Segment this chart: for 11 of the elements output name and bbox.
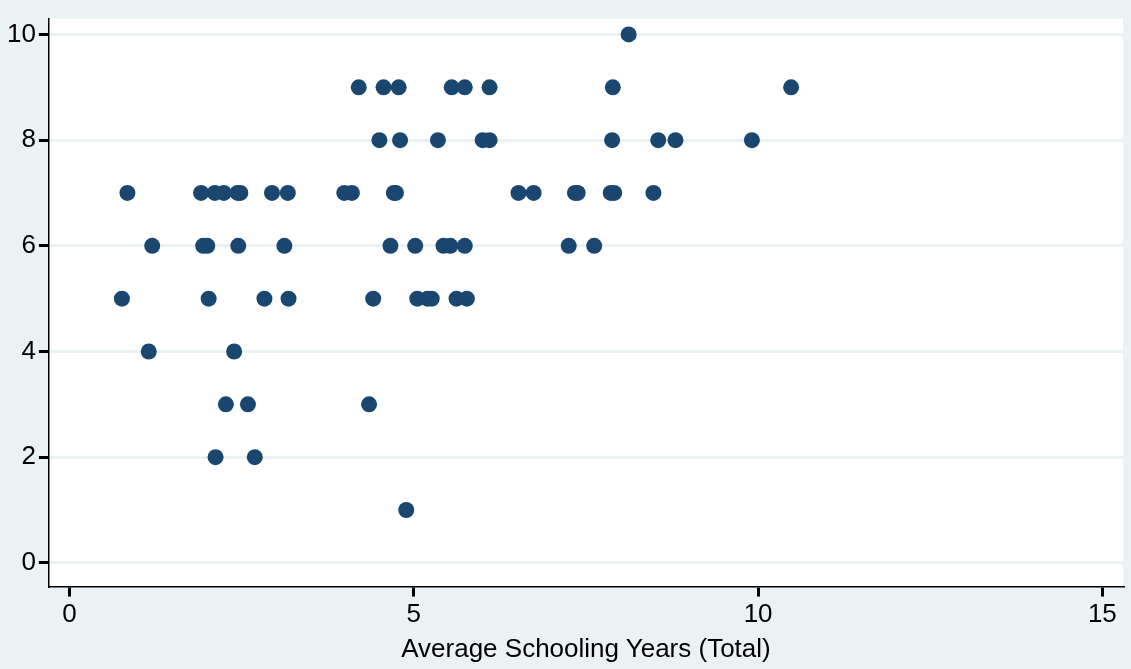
y-tick-label: 10 [7, 17, 36, 48]
x-tick-label: 10 [743, 598, 773, 629]
x-tick-label: 0 [62, 598, 77, 629]
y-tick-label: 2 [21, 440, 36, 471]
y-tick-label: 0 [21, 546, 36, 576]
y-tick-label: 4 [21, 334, 36, 365]
x-axis-title: Average Schooling Years (Total) [401, 632, 771, 663]
x-tick-label: 5 [406, 598, 422, 629]
y-tick-label: 8 [21, 123, 36, 154]
x-tick-label: 15 [1087, 598, 1117, 629]
y-tick-label: 6 [21, 228, 36, 259]
